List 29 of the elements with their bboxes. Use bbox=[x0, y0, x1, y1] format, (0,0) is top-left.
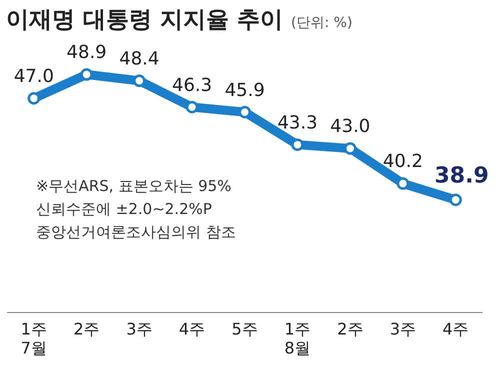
x-tick-label: 4주 bbox=[442, 319, 469, 338]
data-label: 43.0 bbox=[330, 116, 370, 138]
x-tick-label: 3주 bbox=[390, 319, 416, 338]
point bbox=[449, 194, 462, 206]
x-tick-label: 5주 bbox=[232, 319, 258, 338]
data-label: 38.9 bbox=[434, 164, 489, 189]
annotation: ※무선ARS, 표본오차는 95% 신뢰수준에 ±2.0~2.2%P 중앙선거여론조사심의위 참조 bbox=[36, 176, 236, 243]
point bbox=[396, 177, 410, 190]
point bbox=[291, 138, 304, 151]
x-tick-label: 2주 bbox=[73, 319, 100, 338]
x-tick-label: 2주 bbox=[337, 319, 364, 338]
point bbox=[238, 106, 251, 118]
point bbox=[80, 68, 93, 81]
x-tick-label: 1주 7월 bbox=[20, 319, 47, 358]
data-label: 45.9 bbox=[224, 80, 265, 101]
data-label: 46.3 bbox=[172, 74, 212, 96]
chart-subtitle: (단위: %) bbox=[291, 15, 352, 31]
x-tick-label: 1주 8월 bbox=[284, 319, 311, 358]
data-label: 47.0 bbox=[14, 66, 54, 88]
chart-title: 이재명 대통령 지지율 추이 bbox=[6, 7, 284, 33]
x-tick-label: 4주 bbox=[178, 319, 206, 338]
point bbox=[28, 92, 40, 105]
data-label: 48.9 bbox=[66, 42, 107, 64]
point bbox=[133, 74, 146, 88]
data-label: 40.2 bbox=[382, 151, 423, 172]
data-label: 43.3 bbox=[277, 112, 318, 134]
point bbox=[186, 100, 198, 114]
data-label: 48.4 bbox=[119, 48, 160, 70]
x-tick-label: 3주 bbox=[126, 319, 152, 338]
